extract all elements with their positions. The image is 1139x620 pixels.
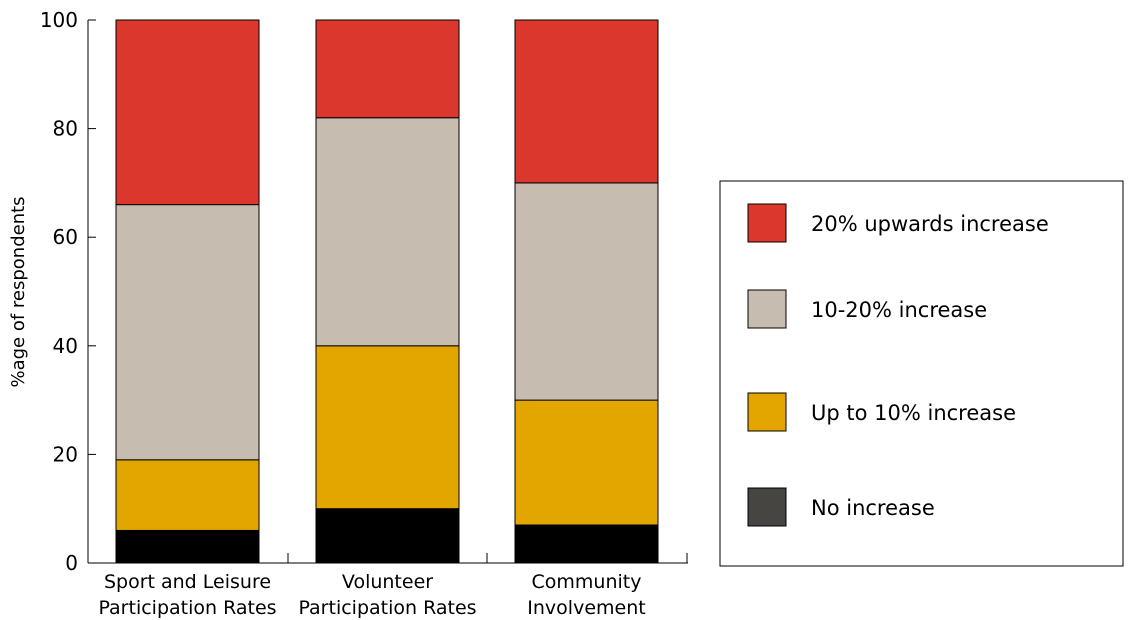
axes-group bbox=[87, 20, 688, 564]
x-category-label: Volunteer Participation Rates bbox=[298, 571, 476, 619]
legend: 20% upwards increase 10-20% increase Up to… bbox=[719, 180, 1124, 567]
bar-segment-1-10-20-increase bbox=[115, 204, 260, 461]
y-tick-label: 40 bbox=[53, 334, 78, 358]
bar-segment-2-10-20-increase bbox=[315, 117, 460, 347]
x-category-label: Sport and Leisure Participation Rates bbox=[98, 571, 276, 619]
legend-swatch bbox=[747, 392, 787, 432]
legend-swatch bbox=[747, 203, 787, 243]
bars-group bbox=[115, 19, 659, 564]
y-axis-title: %age of respondents bbox=[8, 196, 29, 387]
x-category-label: Community Involvement bbox=[527, 571, 645, 619]
y-ticks-group: 0 20 40 60 80 100 bbox=[40, 8, 688, 575]
x-labels-group: Sport and Leisure Participation Rates Volu… bbox=[98, 571, 645, 619]
legend-label: 20% upwards increase bbox=[811, 212, 1049, 236]
legend-label: Up to 10% increase bbox=[811, 401, 1016, 425]
y-tick-label: 80 bbox=[53, 117, 78, 141]
bar-segment-1-no-increase bbox=[115, 529, 260, 564]
y-tick-label: 100 bbox=[40, 8, 78, 32]
legend-swatch bbox=[747, 289, 787, 329]
legend-label: No increase bbox=[811, 496, 935, 520]
bar-segment-3-up-to-10-increase bbox=[514, 399, 659, 526]
legend-label: 10-20% increase bbox=[811, 298, 987, 322]
bar-segment-3-10-20-increase bbox=[514, 182, 659, 401]
bar-segment-1-up-to-10-increase bbox=[115, 459, 260, 531]
legend-swatch bbox=[747, 487, 787, 527]
bar-segment-1-20-upwards-increase bbox=[115, 19, 260, 206]
bar-segment-3-20-upwards-increase bbox=[514, 19, 659, 184]
bar-segment-2-20-upwards-increase bbox=[315, 19, 460, 119]
bar-segment-3-no-increase bbox=[514, 524, 659, 564]
bar-segment-2-no-increase bbox=[315, 508, 460, 564]
bar-segment-2-up-to-10-increase bbox=[315, 345, 460, 510]
y-tick-label: 20 bbox=[53, 442, 78, 466]
y-tick-label: 60 bbox=[53, 225, 78, 249]
legend-box bbox=[719, 180, 1124, 567]
y-tick-label: 0 bbox=[65, 551, 78, 575]
